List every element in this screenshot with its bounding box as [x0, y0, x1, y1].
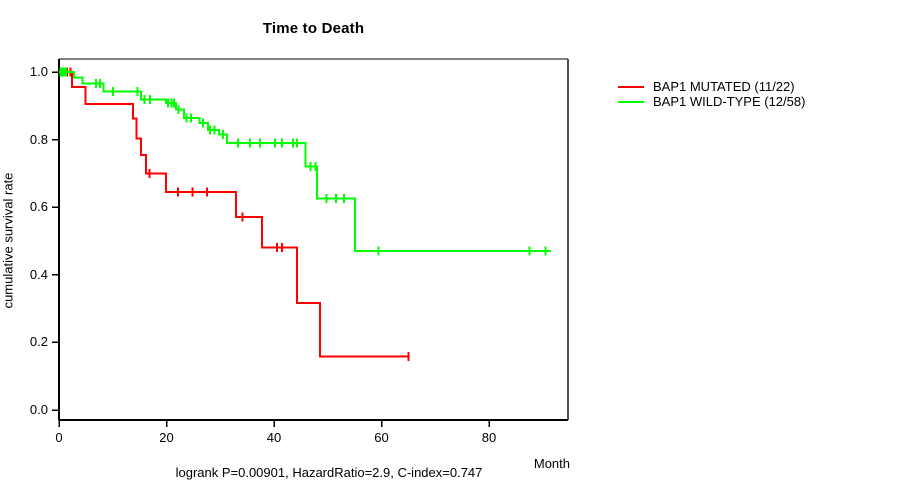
- y-tick-label: 0.8: [29, 131, 48, 147]
- legend-item-mutated: BAP1 MUTATED (11/22): [618, 79, 805, 94]
- y-tick-label: 0.0: [29, 402, 48, 417]
- legend-label-mutated: BAP1 MUTATED (11/22): [653, 79, 795, 94]
- survival-curve-mutated: [59, 71, 409, 358]
- x-tick-label: 0: [55, 430, 63, 445]
- legend-swatch-wildtype: [618, 100, 644, 103]
- survival-curve-wildtype: [59, 71, 551, 252]
- legend-item-wildtype: BAP1 WILD-TYPE (12/58): [618, 94, 805, 109]
- legend-label-wildtype: BAP1 WILD-TYPE (12/58): [653, 94, 806, 109]
- x-tick-label: 80: [481, 430, 497, 445]
- x-tick-label: 20: [159, 430, 174, 445]
- legend-swatch-mutated: [618, 85, 644, 88]
- y-tick-label: 1.0: [29, 64, 48, 79]
- chart-title: Time to Death: [262, 20, 365, 37]
- stats-annotation: logrank P=0.00901, HazardRatio=2.9, C-in…: [175, 465, 483, 480]
- x-tick-label: 60: [374, 430, 389, 445]
- y-tick-label: 0.2: [29, 334, 48, 350]
- x-tick-label: 40: [266, 430, 282, 445]
- legend: BAP1 MUTATED (11/22) BAP1 WILD-TYPE (12/…: [618, 79, 805, 109]
- y-tick-label: 0.6: [29, 199, 48, 215]
- x-axis-label: Month: [533, 456, 570, 471]
- y-tick-label: 0.4: [29, 266, 48, 282]
